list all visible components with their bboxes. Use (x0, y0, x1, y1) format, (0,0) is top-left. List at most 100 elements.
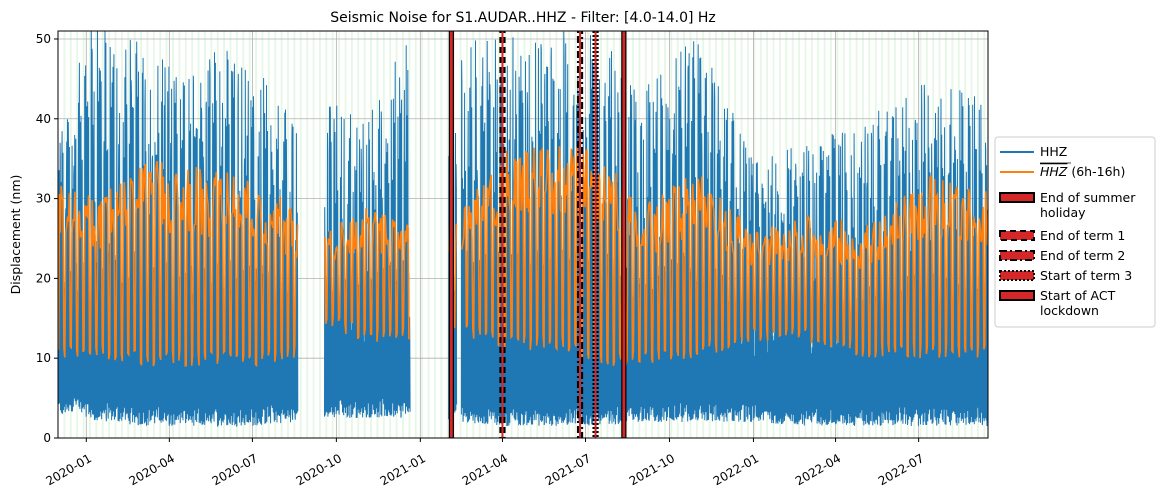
y-tick-label: 20 (36, 271, 51, 285)
weekend-band (402, 31, 404, 438)
weekend-band (542, 31, 545, 438)
weekend-band (938, 31, 941, 438)
weekend-band (945, 31, 947, 438)
weekend-band (555, 31, 558, 438)
weekend-band (485, 31, 487, 438)
legend-patch-handle (999, 270, 1035, 281)
weekend-band (862, 31, 864, 438)
legend-label: End of term 1 (1040, 228, 1125, 243)
weekend-band (919, 31, 922, 438)
weekend-band (881, 31, 884, 438)
weekend-band (695, 31, 698, 438)
event-bar-fill (579, 31, 582, 438)
x-tick-label: 2020-01 (44, 451, 94, 488)
weekend-band (734, 31, 737, 438)
x-tick-label: 2021-04 (460, 451, 510, 488)
weekend-band (913, 31, 915, 438)
weekend-band (574, 31, 577, 438)
weekend-band (165, 31, 168, 438)
legend-patch-handle (999, 230, 1035, 241)
x-tick-label: 2020-10 (294, 451, 344, 488)
weekend-band (114, 31, 117, 438)
weekend-band (753, 31, 756, 438)
weekend-band (146, 31, 149, 438)
weekend-band (893, 31, 896, 438)
weekend-band (817, 31, 820, 438)
event-marker-2 (576, 31, 584, 438)
x-tick-label: 2022-07 (876, 451, 926, 488)
y-axis-title: Displacement (nm) (8, 175, 23, 295)
weekend-band (779, 31, 781, 438)
weekend-band (855, 31, 858, 438)
weekend-band (587, 31, 590, 438)
weekend-band (267, 31, 270, 438)
weekend-band (964, 31, 967, 438)
weekend-band (248, 31, 251, 438)
weekend-band (568, 31, 571, 438)
plot-clip-group (58, 31, 988, 438)
weekend-band (120, 31, 123, 438)
weekend-band (312, 31, 315, 438)
weekend-band (810, 31, 813, 438)
event-bar-fill (501, 31, 504, 438)
legend-label: HHZ (1040, 144, 1067, 159)
y-tick-label: 10 (36, 351, 51, 365)
weekend-band (299, 31, 302, 438)
weekend-band (101, 31, 104, 438)
weekend-band (983, 31, 986, 438)
weekend-band (376, 31, 379, 438)
weekend-band (849, 31, 852, 438)
weekend-band (344, 31, 347, 438)
weekend-band (727, 31, 730, 438)
weekend-band (868, 31, 871, 438)
weekend-band (184, 31, 187, 438)
weekend-band (216, 31, 219, 438)
weekend-band (95, 31, 98, 438)
weekend-band (491, 31, 494, 438)
weekend-band (670, 31, 673, 438)
weekend-band (970, 31, 973, 438)
plot-area (57, 30, 989, 439)
series-hhz-mean-line (58, 146, 988, 368)
weekend-band (472, 31, 475, 438)
weekend-band (287, 31, 289, 438)
plot-frame (57, 30, 989, 439)
event-bar (448, 31, 454, 438)
x-axis: 2020-01 2020-04 2020-07 2020-10 2021-01 2021-… (44, 438, 926, 488)
weekend-band (319, 31, 321, 438)
weekend-band (229, 31, 232, 438)
weekend-band (497, 31, 500, 438)
legend-entry-4: End of term 2 (999, 248, 1125, 263)
weekend-band (370, 31, 372, 438)
weekend-band (478, 31, 481, 438)
weekend-band (357, 31, 360, 438)
weekend-band (932, 31, 935, 438)
weekend-band (414, 31, 417, 438)
weekend-band (676, 31, 679, 438)
weekend-band (191, 31, 194, 438)
weekend-band (235, 31, 238, 438)
weekend-band (465, 31, 468, 438)
weekend-band (657, 31, 660, 438)
legend-entry-3: End of term 1 (999, 228, 1125, 243)
weekend-band (600, 31, 602, 438)
weekend-band (632, 31, 634, 438)
weekend-band (625, 31, 628, 438)
weekend-band (887, 31, 890, 438)
weekend-band (510, 31, 513, 438)
weekend-band (440, 31, 443, 438)
weekend-band (427, 31, 430, 438)
weekend-band (204, 31, 206, 438)
weekend-band (606, 31, 609, 438)
weekend-band (434, 31, 436, 438)
weekend-band (747, 31, 749, 438)
weekend-band (242, 31, 245, 438)
weekend-band (798, 31, 800, 438)
weekend-band (127, 31, 130, 438)
legend-label: Start of ACT lockdown (1040, 288, 1116, 318)
weekend-band (721, 31, 724, 438)
weekend-band (293, 31, 296, 438)
weekend-band (395, 31, 398, 438)
event-bar-fill (594, 31, 597, 438)
weekend-band (804, 31, 807, 438)
